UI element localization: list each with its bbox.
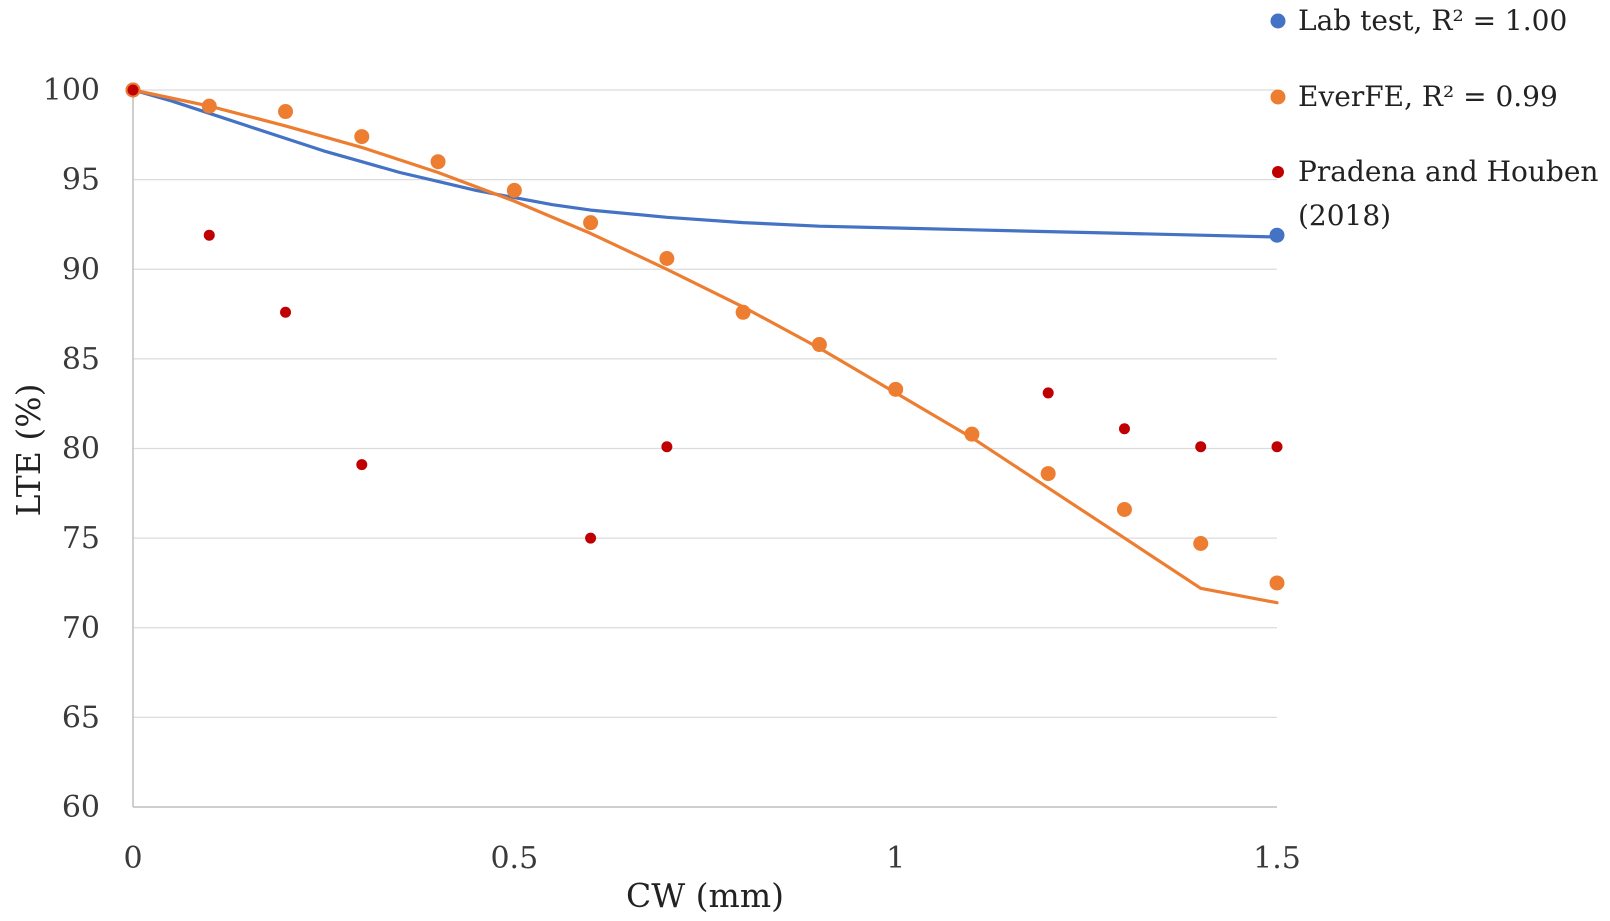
data-point-series-1 [735, 304, 751, 320]
x-tick-label: 0 [123, 841, 142, 876]
y-tick-label: 95 [62, 163, 100, 198]
data-point-series-1 [506, 182, 522, 198]
y-tick-label: 75 [62, 521, 100, 556]
data-point-series-1 [1269, 575, 1285, 591]
data-points [125, 82, 1285, 591]
legend-label-0: Lab test, R² = 1.00 [1298, 4, 1567, 37]
data-point-series-1 [1040, 466, 1056, 482]
x-tick-label: 1.5 [1253, 841, 1301, 876]
grid-lines [133, 89, 1277, 718]
x-tick-label: 1 [886, 841, 905, 876]
legend-marker-1 [1270, 89, 1286, 105]
y-tick-labels: 60 65 70 75 80 85 90 95 100 [43, 73, 100, 825]
y-axis-title: LTE (%) [9, 384, 48, 517]
y-tick-label: 80 [62, 432, 100, 467]
x-axis-title: CW (mm) [626, 876, 784, 915]
data-point-series-0 [1269, 227, 1285, 243]
data-point-series-1 [583, 215, 599, 231]
data-point-series-2 [661, 441, 673, 453]
data-point-series-1 [354, 129, 370, 145]
data-point-series-2 [127, 84, 139, 96]
legend-marker-0 [1270, 13, 1286, 29]
x-tick-label: 0.5 [490, 841, 538, 876]
y-tick-label: 85 [62, 342, 100, 377]
data-point-series-2 [1118, 423, 1130, 435]
axes [132, 90, 1277, 808]
data-point-series-2 [585, 532, 597, 544]
data-point-series-2 [356, 459, 368, 471]
data-point-series-2 [1271, 441, 1283, 453]
legend-label-1: EverFE, R² = 0.99 [1298, 80, 1558, 113]
legend-label-2: (2018) [1298, 199, 1391, 232]
y-tick-label: 60 [62, 790, 100, 825]
trendline-series-1 [131, 88, 1279, 605]
data-point-series-1 [1116, 501, 1132, 517]
y-tick-label: 90 [62, 252, 100, 287]
data-point-series-2 [1195, 441, 1207, 453]
data-point-series-2 [203, 229, 215, 241]
data-point-series-2 [280, 306, 292, 318]
data-point-series-1 [888, 381, 904, 397]
trendlines [131, 88, 1279, 605]
legend-marker-2 [1272, 166, 1284, 178]
legend-label-2: Pradena and Houben [1298, 155, 1598, 188]
y-tick-label: 100 [43, 73, 100, 108]
data-point-series-2 [1042, 387, 1054, 399]
trendline-series-0 [131, 88, 1279, 239]
data-point-series-1 [964, 426, 980, 442]
data-point-series-1 [659, 250, 675, 266]
y-tick-label: 70 [62, 611, 100, 646]
data-point-series-1 [811, 337, 827, 353]
x-tick-labels: 0 0.5 1 1.5 [123, 841, 1300, 876]
legend: Lab test, R² = 1.00 EverFE, R² = 0.99 Prad… [1270, 4, 1598, 232]
data-point-series-1 [201, 98, 217, 114]
y-tick-label: 65 [62, 700, 100, 735]
data-point-series-1 [278, 104, 294, 120]
data-point-series-1 [1193, 536, 1209, 552]
data-point-series-1 [430, 154, 446, 170]
